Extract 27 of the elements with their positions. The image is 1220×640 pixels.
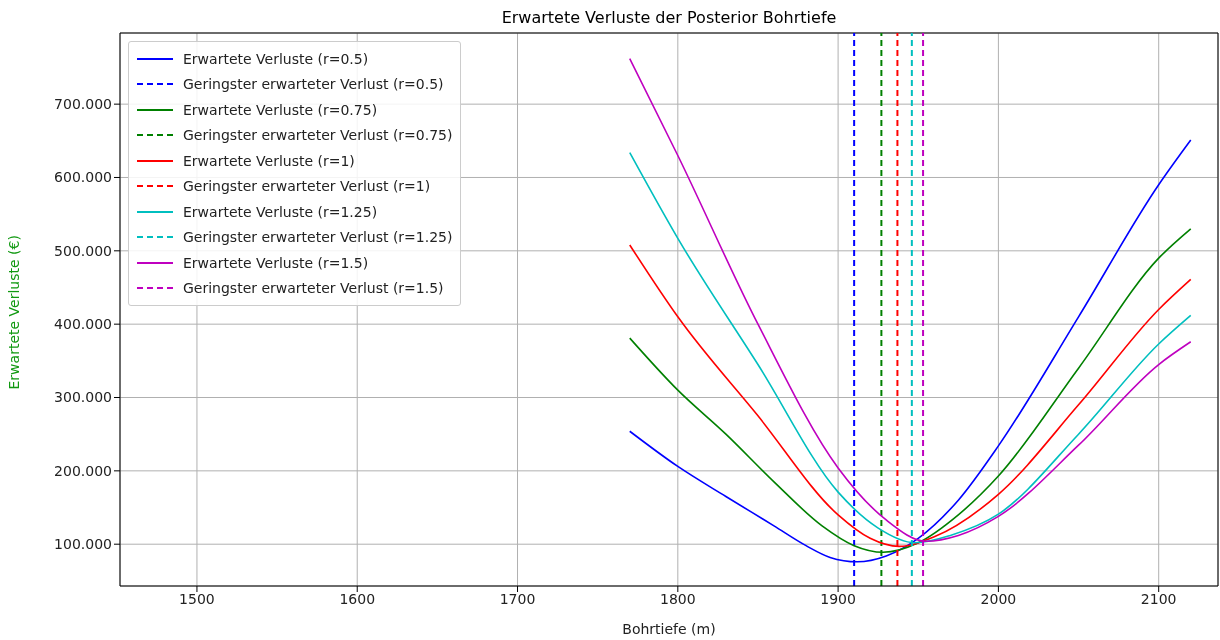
- legend-label: Geringster erwarteter Verlust (r=0.75): [183, 127, 453, 144]
- x-axis-title: Bohrtiefe (m): [622, 621, 716, 637]
- x-tick-label: 2000: [980, 590, 1017, 607]
- y-tick-label: 700.000: [54, 96, 112, 113]
- y-tick-label: 400.000: [54, 316, 112, 333]
- legend-label: Erwartete Verluste (r=1.25): [183, 203, 378, 220]
- legend-label: Geringster erwarteter Verlust (r=0.5): [183, 76, 444, 93]
- legend-label: Erwartete Verluste (r=0.75): [183, 101, 378, 118]
- y-tick-label: 500.000: [54, 242, 112, 259]
- x-tick-label: 1900: [820, 590, 856, 607]
- x-tick-label: 2100: [1140, 590, 1177, 607]
- x-tick-label: 1600: [339, 590, 376, 607]
- legend-label: Erwartete Verluste (r=0.5): [183, 50, 369, 67]
- y-tick-label: 100.000: [54, 536, 112, 553]
- y-tick-label: 300.000: [54, 389, 112, 406]
- legend-label: Geringster erwarteter Verlust (r=1.25): [183, 229, 453, 246]
- legend-label: Erwartete Verluste (r=1): [183, 152, 355, 169]
- chart-title: Erwartete Verluste der Posterior Bohrtiefe: [500, 8, 838, 27]
- legend-label: Geringster erwarteter Verlust (r=1.5): [183, 280, 444, 297]
- x-tick-label: 1500: [179, 590, 215, 607]
- x-tick-label: 1700: [499, 590, 536, 607]
- legend-label: Erwartete Verluste (r=1.5): [183, 254, 369, 271]
- y-tick-label: 600.000: [54, 169, 112, 186]
- y-tick-label: 200.000: [54, 462, 112, 479]
- x-tick-label: 1800: [660, 590, 696, 607]
- y-axis-title: Erwartete Verluste (€): [5, 235, 22, 390]
- legend-label: Geringster erwarteter Verlust (r=1): [183, 178, 431, 195]
